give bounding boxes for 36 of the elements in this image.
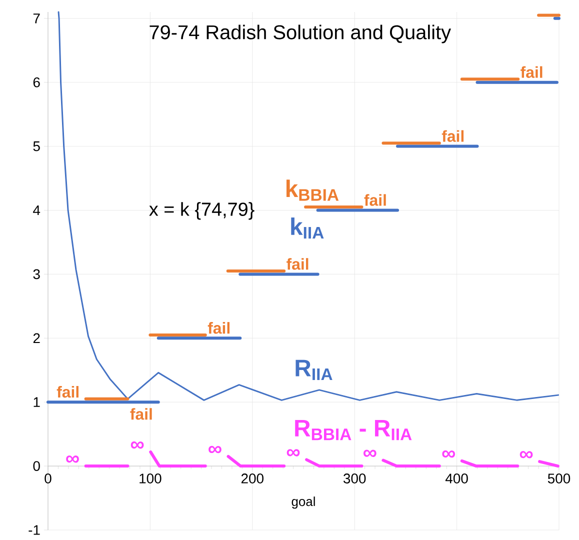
y-tick-label: 1: [34, 397, 40, 407]
x-axis-title: goal: [292, 496, 315, 509]
x-tick-label: 500: [548, 474, 570, 484]
y-tick-label: 7: [33, 14, 40, 24]
data-label: fail: [286, 258, 308, 270]
y-tick-label: -1: [28, 525, 40, 535]
annotation: x = k {74,79}: [149, 202, 254, 220]
y-tick-label: 6: [33, 77, 40, 88]
x-tick-label: 100: [140, 474, 162, 484]
data-label: ∞: [286, 449, 300, 456]
data-label: ∞: [66, 455, 79, 463]
text: 79-74 Radish Solution and Quality: [150, 24, 452, 44]
data-label: fail: [364, 194, 386, 206]
data-label: fail: [520, 66, 542, 78]
data-label: ∞: [208, 446, 222, 454]
data-label: fail: [208, 322, 230, 334]
y-tick-label: 4: [33, 205, 40, 216]
data-label: fail: [56, 386, 78, 398]
y-tick-label: 3: [33, 269, 40, 280]
x-tick-label: 300: [343, 474, 366, 484]
y-tick-label: 0: [33, 461, 40, 471]
x-tick-label: 400: [445, 474, 468, 484]
x-tick-label: 0: [44, 474, 52, 484]
data-label: ∞: [442, 450, 456, 458]
data-label: fail: [130, 408, 152, 420]
y-tick-label: 2: [33, 333, 40, 344]
series-label: k$_{IIA}$: [291, 217, 324, 239]
series-label: k$_{BBIA}$: [286, 180, 339, 201]
data-label: ∞: [364, 450, 376, 457]
data-label: fail: [442, 130, 464, 142]
x-tick-label: 200: [241, 474, 264, 484]
data-label: ∞: [130, 441, 144, 449]
y-tick-label: 5: [33, 141, 40, 152]
series-label: R$_{BBIA}$ - R$_{IIA}$: [295, 420, 412, 440]
data-label: ∞: [520, 451, 533, 458]
series-label: R$_{IIA}$: [296, 360, 332, 380]
